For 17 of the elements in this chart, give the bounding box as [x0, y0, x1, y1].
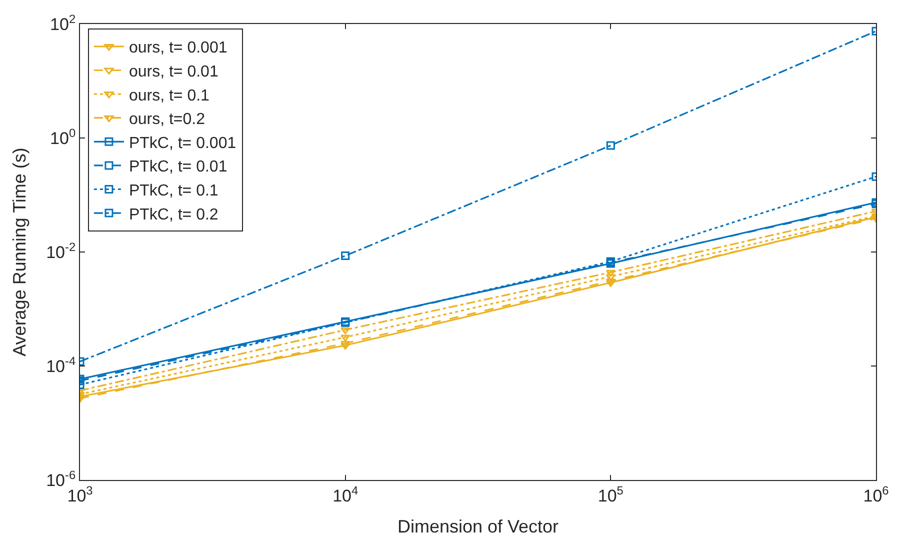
legend-label: ours, t= 0.1: [128, 87, 210, 104]
y-axis-title: Average Running Time (s): [9, 148, 30, 356]
legend-label: PTkC, t= 0.01: [128, 158, 228, 176]
legend-label: PTkC, t= 0.2: [128, 206, 218, 224]
y-tick-label: 10$^{-2}$: [46, 240, 76, 262]
y-tick-label: 10$^{-4}$: [46, 354, 76, 376]
y-tick-label: 10$^{2}$: [50, 12, 76, 34]
x-axis-title: Dimension of Vector: [397, 516, 559, 536]
legend-label: PTkC, t= 0.1: [128, 182, 218, 200]
x-tick-label: 10$^{5}$: [598, 483, 624, 506]
x-tick-label: 10$^{6}$: [863, 483, 890, 506]
x-tick-label: 10$^{4}$: [332, 483, 358, 506]
y-tick-label: 10$^{0}$: [50, 126, 76, 148]
legend-label: PTkC, t= 0.001: [128, 134, 236, 152]
legend-label: ours, t= 0.01: [128, 64, 218, 80]
legend-label: ours, t= 0.001: [128, 40, 228, 57]
legend-label: ours, t=0.2: [128, 111, 206, 128]
